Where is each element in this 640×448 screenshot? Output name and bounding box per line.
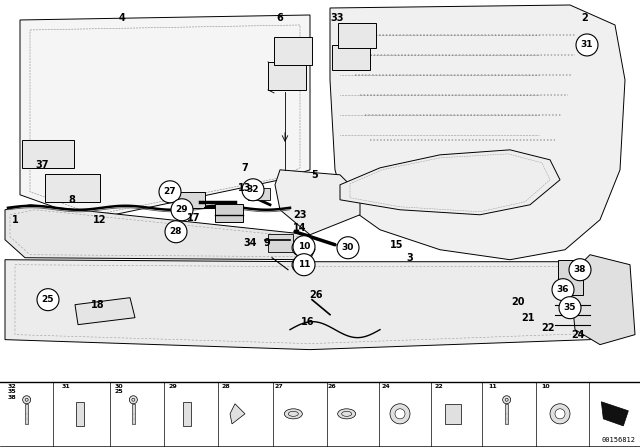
Text: 11: 11 bbox=[298, 260, 310, 269]
Text: 29: 29 bbox=[176, 205, 188, 214]
FancyBboxPatch shape bbox=[248, 188, 270, 200]
FancyBboxPatch shape bbox=[338, 23, 376, 48]
Polygon shape bbox=[75, 297, 135, 325]
Text: 22: 22 bbox=[435, 383, 444, 389]
Polygon shape bbox=[5, 205, 315, 260]
Circle shape bbox=[555, 409, 565, 419]
Polygon shape bbox=[602, 402, 628, 426]
Text: 13: 13 bbox=[238, 183, 252, 193]
FancyBboxPatch shape bbox=[332, 45, 370, 70]
Circle shape bbox=[390, 404, 410, 424]
Circle shape bbox=[569, 258, 591, 281]
Text: 30
25: 30 25 bbox=[115, 383, 124, 395]
FancyBboxPatch shape bbox=[175, 192, 205, 208]
Text: 15: 15 bbox=[390, 240, 404, 250]
Text: 10: 10 bbox=[298, 242, 310, 251]
Polygon shape bbox=[230, 404, 245, 424]
FancyBboxPatch shape bbox=[22, 140, 74, 168]
Polygon shape bbox=[20, 15, 310, 220]
Circle shape bbox=[37, 289, 59, 310]
Text: 00156812: 00156812 bbox=[602, 437, 636, 443]
Text: 17: 17 bbox=[188, 213, 201, 223]
Text: 3: 3 bbox=[406, 253, 413, 263]
Text: 33: 33 bbox=[330, 13, 344, 23]
Circle shape bbox=[22, 396, 31, 404]
Text: 10: 10 bbox=[541, 383, 550, 389]
Circle shape bbox=[242, 179, 264, 201]
Text: 7: 7 bbox=[242, 163, 248, 173]
Text: 35: 35 bbox=[564, 303, 576, 312]
Polygon shape bbox=[275, 170, 360, 235]
Circle shape bbox=[293, 236, 315, 258]
Text: 27: 27 bbox=[164, 187, 176, 196]
Text: 32: 32 bbox=[247, 185, 259, 194]
Text: 31: 31 bbox=[61, 383, 70, 389]
Circle shape bbox=[337, 237, 359, 259]
Circle shape bbox=[293, 254, 315, 276]
FancyBboxPatch shape bbox=[45, 174, 100, 202]
Text: 34: 34 bbox=[243, 238, 257, 248]
Ellipse shape bbox=[284, 409, 302, 419]
Text: 14: 14 bbox=[293, 223, 307, 233]
FancyBboxPatch shape bbox=[215, 204, 243, 222]
Bar bbox=[505, 404, 508, 424]
FancyBboxPatch shape bbox=[268, 234, 293, 252]
FancyBboxPatch shape bbox=[268, 62, 306, 90]
Text: 36: 36 bbox=[557, 285, 569, 294]
Text: 6: 6 bbox=[276, 13, 284, 23]
Text: 30: 30 bbox=[342, 243, 354, 252]
Text: 2: 2 bbox=[582, 13, 588, 23]
Text: 28: 28 bbox=[221, 383, 230, 389]
Text: 8: 8 bbox=[68, 195, 76, 205]
Text: 16: 16 bbox=[301, 317, 315, 327]
Text: 31: 31 bbox=[580, 40, 593, 49]
Polygon shape bbox=[5, 260, 615, 349]
Text: 28: 28 bbox=[170, 227, 182, 236]
Text: 29: 29 bbox=[168, 383, 177, 389]
Circle shape bbox=[129, 396, 138, 404]
FancyBboxPatch shape bbox=[274, 37, 312, 65]
Circle shape bbox=[159, 181, 181, 203]
Text: 27: 27 bbox=[275, 383, 284, 389]
FancyBboxPatch shape bbox=[558, 260, 583, 295]
Circle shape bbox=[165, 221, 187, 243]
Text: 25: 25 bbox=[42, 295, 54, 304]
Circle shape bbox=[502, 396, 511, 404]
Bar bbox=[25, 404, 28, 424]
Bar bbox=[132, 404, 135, 424]
Circle shape bbox=[559, 297, 581, 319]
Circle shape bbox=[395, 409, 405, 419]
Polygon shape bbox=[340, 150, 560, 215]
Text: 23: 23 bbox=[293, 210, 307, 220]
Text: 1: 1 bbox=[12, 215, 19, 225]
Text: 18: 18 bbox=[91, 300, 105, 310]
Text: 9: 9 bbox=[264, 238, 270, 248]
Text: 26: 26 bbox=[328, 383, 337, 389]
Text: 21: 21 bbox=[521, 313, 535, 323]
Circle shape bbox=[292, 257, 308, 273]
Text: 24: 24 bbox=[572, 330, 585, 340]
Text: 20: 20 bbox=[511, 297, 525, 307]
Text: 4: 4 bbox=[118, 13, 125, 23]
Bar bbox=[76, 402, 84, 426]
Bar bbox=[445, 404, 461, 424]
Text: 12: 12 bbox=[93, 215, 107, 225]
Bar bbox=[182, 402, 191, 426]
Circle shape bbox=[171, 199, 193, 221]
Text: 37: 37 bbox=[35, 160, 49, 170]
Ellipse shape bbox=[338, 409, 356, 419]
Circle shape bbox=[576, 34, 598, 56]
Circle shape bbox=[552, 279, 574, 301]
Text: 24: 24 bbox=[381, 383, 390, 389]
Polygon shape bbox=[330, 5, 625, 260]
Text: 5: 5 bbox=[312, 170, 318, 180]
Text: 26: 26 bbox=[309, 290, 323, 300]
Text: 38: 38 bbox=[573, 265, 586, 274]
Circle shape bbox=[292, 240, 308, 256]
Text: 22: 22 bbox=[541, 323, 555, 333]
Text: 32
35
38: 32 35 38 bbox=[8, 383, 17, 400]
Text: 11: 11 bbox=[488, 383, 497, 389]
Circle shape bbox=[550, 404, 570, 424]
Polygon shape bbox=[570, 255, 635, 345]
